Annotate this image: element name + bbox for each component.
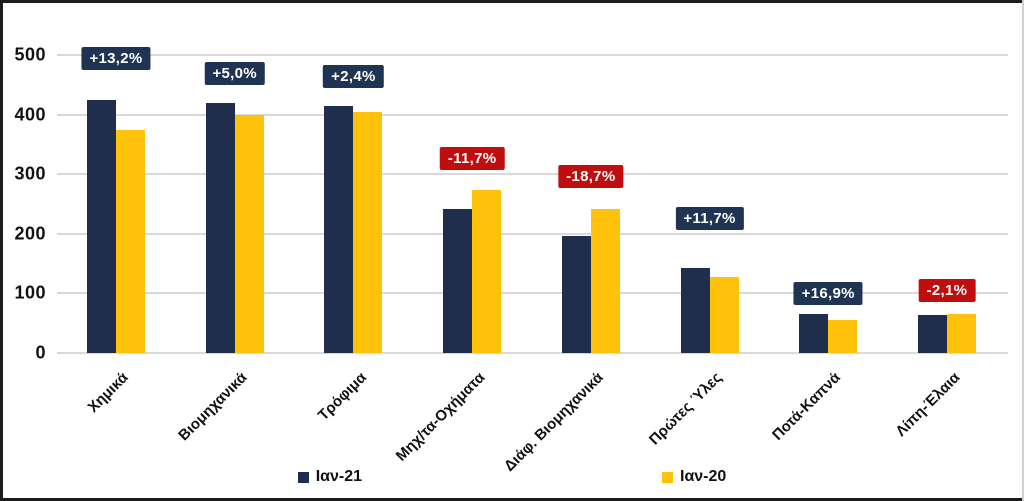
y-tick-label-200: 200 <box>14 223 46 244</box>
bar-Ιαν-20-Μηχ/τα-Οχήματα <box>472 190 502 353</box>
change-label-Ποτά-Καπνά: +16,9% <box>793 282 863 306</box>
legend-label-ian21: Ιαν-21 <box>315 468 362 485</box>
x-axis-label-Λίπη-Έλαια: Λίπη-Έλαια <box>891 369 963 440</box>
bar-Ιαν-21-Χημικά <box>87 99 116 353</box>
change-label-Λίπη-Έλαια: -2,1% <box>918 278 976 302</box>
x-axis-label-Πρώτες Ύλες: Πρώτες Ύλες <box>646 369 726 449</box>
bar-Ιαν-21-Μηχ/τα-Οχήματα <box>443 209 473 353</box>
frame-border-bottom <box>0 498 1024 501</box>
gridline-0 <box>57 352 1008 354</box>
x-axis-label-Διάφ. Βιομηχανικά: Διάφ. Βιομηχανικά <box>501 369 607 475</box>
y-tick-label-500: 500 <box>14 44 46 65</box>
legend-item-ian20: Ιαν-20 <box>662 468 726 486</box>
x-axis-label-Βιομηχανικά: Βιομηχανικά <box>175 369 251 445</box>
bar-Ιαν-21-Τρόφιμα <box>324 105 354 353</box>
frame-border-left <box>0 0 3 501</box>
y-tick-label-0: 0 <box>35 342 46 363</box>
bar-Ιαν-21-Πρώτες Ύλες <box>680 267 710 353</box>
y-tick-label-400: 400 <box>14 104 46 125</box>
gridline-300 <box>57 173 1008 176</box>
gridline-400 <box>57 113 1008 116</box>
bar-Ιαν-20-Βιομηχανικά <box>234 114 264 353</box>
gridline-500 <box>57 54 1008 56</box>
bar-Ιαν-21-Ποτά-Καπνά <box>799 314 829 353</box>
legend-swatch-ian20 <box>662 471 673 483</box>
bar-Ιαν-20-Λίπη-Έλαια <box>946 313 976 353</box>
bar-Ιαν-20-Χημικά <box>116 129 145 353</box>
bar-Ιαν-21-Διάφ. Βιομηχανικά <box>561 236 591 353</box>
frame-border-right <box>1022 0 1024 501</box>
bar-Ιαν-21-Βιομηχανικά <box>205 102 235 353</box>
x-axis-label-Ποτά-Καπνά: Ποτά-Καπνά <box>769 369 845 444</box>
change-label-Χημικά: +13,2% <box>81 46 151 70</box>
change-label-Τρόφιμα: +2,4% <box>323 64 384 88</box>
change-label-Μηχ/τα-Οχήματα: -11,7% <box>439 147 505 171</box>
gridline-200 <box>57 232 1008 235</box>
legend-label-ian20: Ιαν-20 <box>680 468 727 485</box>
legend-item-ian21: Ιαν-21 <box>297 468 362 486</box>
legend-swatch-ian21 <box>297 471 309 483</box>
y-tick-label-100: 100 <box>14 282 46 303</box>
x-axis-label-Μηχ/τα-Οχήματα: Μηχ/τα-Οχήματα <box>392 369 489 465</box>
bar-Ιαν-20-Ποτά-Καπνά <box>828 319 858 353</box>
bar-Ιαν-20-Πρώτες Ύλες <box>709 276 739 353</box>
gridline-100 <box>57 292 1008 295</box>
chart-legend: Ιαν-21 Ιαν-20 <box>0 468 1024 486</box>
bar-Ιαν-20-Τρόφιμα <box>353 111 383 353</box>
frame-border-top <box>0 0 1024 3</box>
change-label-Βιομηχανικά: +5,0% <box>204 61 265 85</box>
bar-Ιαν-20-Διάφ. Βιομηχανικά <box>590 209 620 353</box>
bar-Ιαν-21-Λίπη-Έλαια <box>917 314 947 353</box>
change-label-Πρώτες Ύλες: +11,7% <box>675 206 744 230</box>
x-axis-label-Χημικά: Χημικά <box>84 369 133 417</box>
x-axis-label-Τρόφιμα: Τρόφιμα <box>314 369 370 425</box>
y-tick-label-300: 300 <box>14 163 46 184</box>
change-label-Διάφ. Βιομηχανικά: -18,7% <box>558 165 624 189</box>
